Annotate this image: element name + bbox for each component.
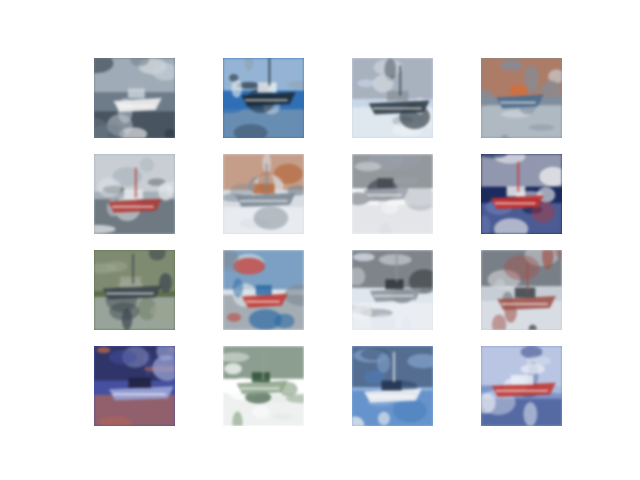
boat-image-pixels: [481, 250, 562, 330]
boat-image: [223, 58, 304, 138]
boat-image: [481, 154, 562, 234]
boat-image-pixels: [94, 154, 175, 234]
boat-image-pixels: [352, 154, 433, 234]
boat-image-pixels: [223, 250, 304, 330]
boat-image-pixels: [481, 154, 562, 234]
boat-image-pixels: [223, 154, 304, 234]
boat-image: [223, 250, 304, 330]
boat-image-pixels: [94, 58, 175, 138]
boat-image: [352, 250, 433, 330]
boat-image: [94, 58, 175, 138]
boat-image: [352, 346, 433, 426]
boat-image-pixels: [352, 58, 433, 138]
boat-image: [223, 346, 304, 426]
boat-image-pixels: [223, 346, 304, 426]
boat-image-pixels: [352, 250, 433, 330]
boat-image: [352, 154, 433, 234]
boat-image-pixels: [481, 346, 562, 426]
boat-image-pixels: [94, 250, 175, 330]
image-grid: [94, 58, 562, 426]
boat-image: [94, 346, 175, 426]
boat-image: [94, 154, 175, 234]
boat-image: [481, 346, 562, 426]
boat-image-pixels: [481, 58, 562, 138]
boat-image-pixels: [94, 346, 175, 426]
boat-image: [481, 250, 562, 330]
boat-image-pixels: [223, 58, 304, 138]
boat-image-pixels: [352, 346, 433, 426]
boat-image: [94, 250, 175, 330]
boat-image: [481, 58, 562, 138]
boat-image: [223, 154, 304, 234]
boat-image: [352, 58, 433, 138]
